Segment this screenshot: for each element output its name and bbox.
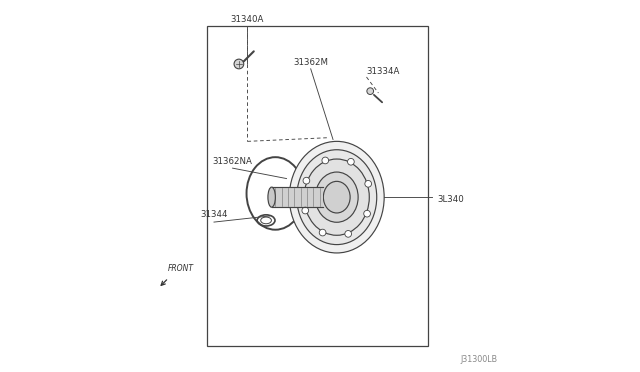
Ellipse shape	[268, 187, 275, 207]
Circle shape	[303, 177, 310, 184]
Ellipse shape	[316, 172, 358, 222]
Ellipse shape	[323, 182, 350, 213]
Ellipse shape	[297, 150, 377, 245]
Circle shape	[348, 158, 354, 165]
Circle shape	[322, 157, 328, 164]
Ellipse shape	[289, 141, 384, 253]
Text: 31340A: 31340A	[231, 15, 264, 24]
Text: 31334A: 31334A	[367, 67, 400, 76]
Circle shape	[234, 59, 244, 69]
Circle shape	[345, 231, 351, 237]
Bar	[207, 26, 428, 346]
Bar	[271, 187, 323, 207]
Text: 31362NA: 31362NA	[212, 157, 253, 166]
Circle shape	[364, 210, 371, 217]
Ellipse shape	[304, 159, 369, 235]
Circle shape	[365, 180, 372, 187]
Circle shape	[319, 229, 326, 236]
Circle shape	[367, 88, 374, 94]
Text: 31362M: 31362M	[293, 58, 328, 67]
Circle shape	[302, 207, 308, 214]
Text: 31344: 31344	[200, 211, 228, 219]
Text: J31300LB: J31300LB	[461, 355, 498, 364]
Text: 3L340: 3L340	[437, 195, 464, 203]
Text: FRONT: FRONT	[168, 264, 193, 273]
